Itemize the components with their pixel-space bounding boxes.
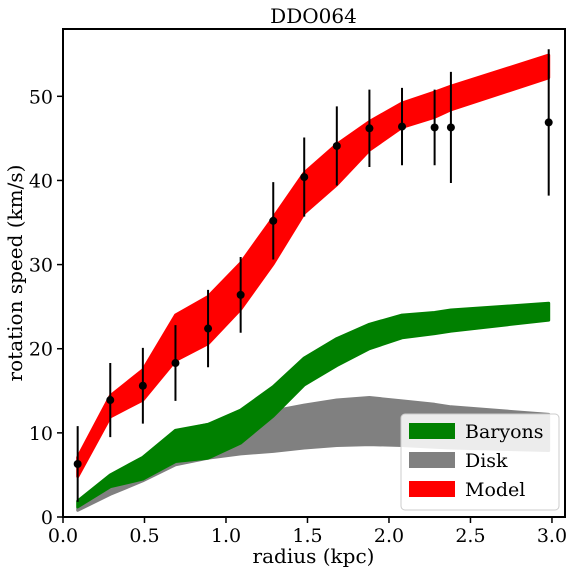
x-axis-label: radius (kpc) — [253, 544, 375, 568]
legend-label-disk: Disk — [465, 450, 508, 472]
data-point — [204, 324, 213, 333]
y-tick-label: 20 — [29, 339, 53, 361]
y-tick-label: 50 — [29, 86, 53, 108]
plot-area: 0.0 0.5 1.0 1.5 2.0 2.5 3.0 0 10 20 30 40 50 Baryons D… — [29, 28, 567, 547]
data-point — [446, 123, 455, 132]
data-point — [300, 173, 309, 182]
x-tick-label: 3.0 — [537, 525, 567, 547]
data-point — [236, 290, 245, 299]
data-point — [332, 141, 341, 150]
baryons-band — [76, 301, 551, 509]
legend-swatch-baryons — [409, 423, 455, 439]
legend-label-baryons: Baryons — [465, 421, 544, 443]
y-tick-label: 10 — [29, 423, 53, 445]
legend-swatch-model — [409, 481, 455, 497]
data-point — [398, 122, 407, 131]
x-tick-label: 1.5 — [292, 525, 322, 547]
data-point — [106, 396, 115, 405]
plot-frame — [62, 28, 566, 518]
data-point — [269, 216, 278, 225]
data-point — [430, 123, 439, 132]
data-point — [138, 381, 147, 390]
x-tick-label: 2.5 — [455, 525, 485, 547]
data-point — [73, 459, 82, 468]
x-tick-label: 1.0 — [211, 525, 241, 547]
data-point — [171, 359, 180, 368]
chart-title: DDO064 — [270, 4, 357, 28]
legend-label-model: Model — [465, 479, 525, 501]
legend: Baryons Disk Model — [400, 413, 560, 511]
y-tick-label: 0 — [41, 507, 53, 529]
y-axis-label: rotation speed (km/s) — [3, 165, 27, 382]
x-tick-label: 0.5 — [129, 525, 159, 547]
y-tick-label: 40 — [29, 170, 53, 192]
y-tick-label: 30 — [29, 255, 53, 277]
data-point — [365, 124, 374, 133]
x-tick-label: 2.0 — [374, 525, 404, 547]
x-tick-label: 0.0 — [48, 525, 78, 547]
data-point — [544, 118, 553, 127]
legend-swatch-disk — [409, 452, 455, 468]
